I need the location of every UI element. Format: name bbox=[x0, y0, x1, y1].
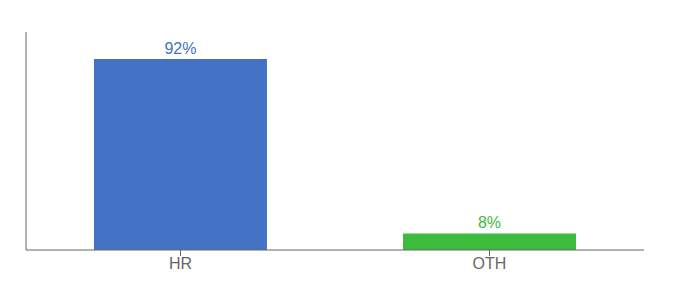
svg-text:OTH: OTH bbox=[473, 255, 507, 272]
svg-text:92%: 92% bbox=[164, 40, 196, 57]
svg-text:8%: 8% bbox=[478, 214, 501, 231]
svg-text:HR: HR bbox=[169, 255, 192, 272]
